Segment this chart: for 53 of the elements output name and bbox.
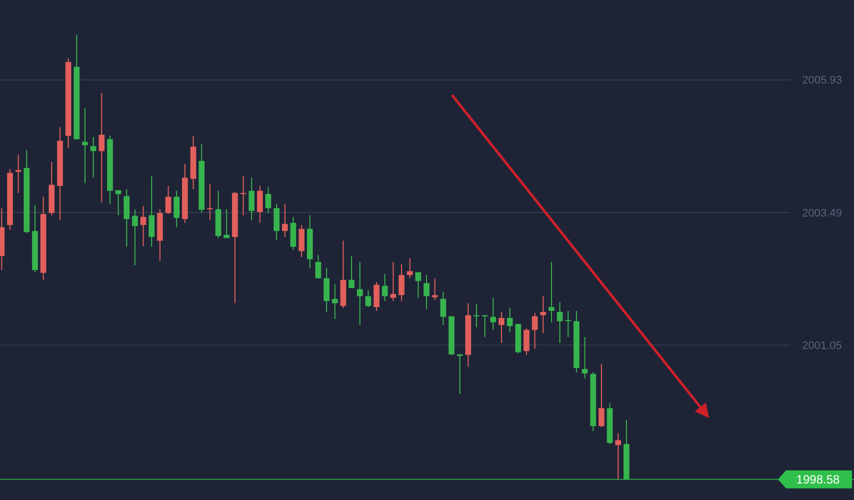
candlestick bbox=[532, 312, 538, 350]
candlestick bbox=[365, 290, 372, 308]
candlestick bbox=[298, 224, 304, 258]
y-tick-label: 2005.93 bbox=[802, 74, 842, 87]
candlestick bbox=[98, 92, 105, 203]
candlestick bbox=[482, 314, 488, 338]
candlestick bbox=[356, 261, 363, 326]
candlestick bbox=[382, 273, 388, 302]
candlestick bbox=[248, 177, 254, 221]
y-tick-label: 2001.05 bbox=[802, 340, 842, 352]
candlestick bbox=[498, 311, 504, 344]
candlestick bbox=[524, 328, 530, 356]
candlestick bbox=[406, 258, 413, 279]
candlestick bbox=[315, 254, 322, 279]
candlestick bbox=[332, 284, 338, 320]
candlestick bbox=[432, 278, 438, 300]
candlestick bbox=[165, 185, 172, 215]
candlestick bbox=[282, 203, 288, 238]
candlestick bbox=[390, 261, 396, 302]
candlestick bbox=[207, 183, 213, 221]
candlestick bbox=[398, 264, 404, 302]
candlestick bbox=[324, 267, 330, 312]
candlestick bbox=[440, 291, 446, 326]
candlestick bbox=[490, 297, 496, 330]
candlestick bbox=[615, 432, 622, 480]
y-tick-label: 2003.49 bbox=[802, 207, 842, 220]
candlestick bbox=[90, 136, 96, 178]
candlestick bbox=[582, 336, 588, 379]
candlestick bbox=[424, 274, 430, 310]
candlestick bbox=[224, 208, 230, 239]
candlestick bbox=[374, 282, 380, 312]
candlestick bbox=[290, 216, 296, 250]
candlestick bbox=[565, 310, 572, 338]
candlestick bbox=[256, 185, 263, 224]
candlestick bbox=[148, 176, 155, 248]
candlestick bbox=[174, 190, 180, 228]
candlestick bbox=[456, 354, 463, 395]
candlestick bbox=[132, 208, 138, 266]
candlestick bbox=[556, 302, 563, 344]
candlestick bbox=[140, 205, 146, 247]
candlestick bbox=[540, 296, 546, 334]
candlestick bbox=[548, 261, 554, 323]
candlestick bbox=[506, 308, 513, 333]
candlestick bbox=[115, 190, 122, 216]
ref-line-label: 1998.58 bbox=[796, 472, 840, 487]
candlestick bbox=[124, 188, 130, 248]
candlestick bbox=[274, 203, 280, 241]
candlestick bbox=[474, 304, 480, 328]
candlestick bbox=[82, 108, 88, 184]
candlestick bbox=[265, 186, 272, 214]
candlestick bbox=[348, 255, 354, 289]
candlestick bbox=[598, 364, 604, 428]
candlestick bbox=[415, 272, 422, 298]
